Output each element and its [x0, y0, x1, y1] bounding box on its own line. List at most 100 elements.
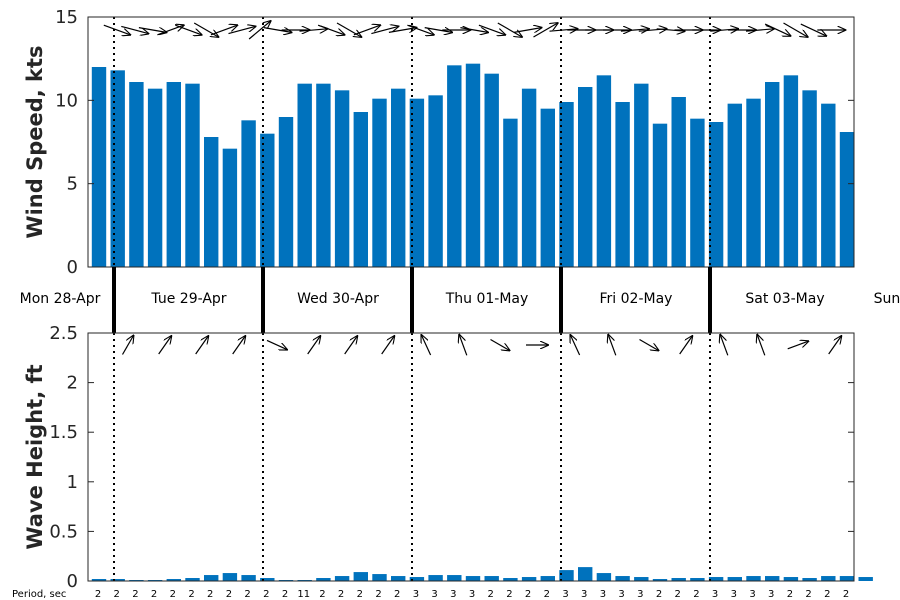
wave-height-bar: [334, 576, 350, 581]
wind-speed-bar: [708, 122, 724, 267]
wind-speed-bar: [540, 108, 555, 267]
wave-direction-arrow: [490, 338, 510, 351]
wave-height-bar: [652, 579, 668, 581]
wave-height-bar: [503, 578, 518, 581]
wave-height-bar: [858, 577, 873, 581]
wave-y-tick-label: 2: [67, 373, 78, 394]
period-value: 3: [712, 589, 718, 600]
wind-y-ticks: 0 5 10 15: [55, 7, 854, 278]
wave-height-bar: [241, 575, 256, 581]
wave-height-bar: [91, 579, 107, 581]
wind-speed-bar: [578, 87, 593, 267]
wind-direction-arrow: [710, 29, 738, 31]
wave-direction-arrow: [608, 335, 617, 356]
period-value: 2: [394, 589, 400, 600]
wave-y-ticks: 0 0.5 1 1.5 2 2.5: [49, 323, 854, 592]
wave-direction-arrow: [232, 336, 246, 355]
wave-height-bar: [353, 572, 368, 581]
wind-direction-arrow: [783, 22, 808, 37]
wind-direction-arrow: [533, 23, 558, 38]
wave-direction-arrow: [381, 336, 395, 355]
wave-height-bar: [428, 575, 443, 581]
wave-direction-arrow: [828, 336, 842, 355]
period-value: 2: [188, 589, 194, 600]
day-label-band: Mon 28-Apr Tue 29-Apr Wed 30-Apr Thu 01-May…: [20, 267, 900, 333]
day-label: Wed 30-Apr: [297, 291, 379, 307]
period-value: 2: [170, 589, 176, 600]
wind-speed-bar: [409, 98, 425, 267]
wave-direction-arrow: [787, 341, 809, 350]
period-value: 11: [297, 589, 310, 600]
wind-speed-bar: [802, 90, 817, 267]
wave-bars: [91, 567, 873, 581]
wind-speed-bar: [783, 75, 799, 267]
wind-speed-bar: [615, 102, 630, 267]
wave-y-tick-label: 1.5: [49, 422, 78, 443]
wave-height-bar: [185, 578, 200, 581]
period-value: 3: [562, 589, 568, 600]
wind-speed-bar: [204, 137, 219, 267]
period-value: 2: [544, 589, 550, 600]
wind-speed-bar: [353, 112, 368, 267]
wind-speed-bar: [671, 97, 686, 267]
wind-speed-bar: [278, 117, 294, 267]
period-value: 2: [132, 589, 138, 600]
wave-height-bar: [802, 578, 817, 581]
wave-height-bar: [727, 577, 742, 581]
wind-direction-arrow: [353, 25, 380, 36]
wind-direction-arrow: [497, 22, 522, 37]
day-label: Sun: [874, 291, 900, 307]
wind-speed-bar: [690, 118, 705, 267]
period-value: 2: [693, 589, 699, 600]
period-value: 2: [656, 589, 662, 600]
wind-speed-bar: [222, 148, 238, 267]
wind-speed-bar: [147, 88, 163, 267]
wind-direction-arrow: [424, 27, 453, 33]
period-value: 2: [263, 589, 269, 600]
period-value: 2: [207, 589, 213, 600]
wind-direction-arrow: [299, 29, 328, 31]
wind-direction-arrow: [460, 27, 488, 33]
wind-direction-arrow: [407, 24, 433, 35]
wave-height-bar: [821, 576, 836, 581]
wave-height-bar: [578, 567, 593, 581]
wave-height-bar: [708, 577, 724, 581]
wave-height-bar: [690, 578, 705, 581]
wind-speed-bar: [297, 83, 312, 267]
wave-height-bar: [391, 576, 406, 581]
wave-height-bar: [465, 576, 481, 581]
period-value: 3: [469, 589, 475, 600]
wave-height-bar: [596, 573, 612, 581]
period-value: 2: [319, 589, 325, 600]
wave-direction-arrow: [158, 336, 172, 355]
period-value: 2: [675, 589, 681, 600]
wave-height-bar: [615, 576, 630, 581]
wind-speed-bar: [316, 83, 331, 267]
period-value: 2: [114, 589, 120, 600]
wind-speed-bar: [447, 65, 462, 267]
wind-speed-panel: 0 5 10 15 Wind Speed, kts: [23, 7, 855, 278]
wave-y-tick-label: 1: [67, 472, 78, 493]
wave-direction-arrow: [344, 336, 358, 355]
wave-direction-arrow: [639, 338, 659, 351]
period-value: 3: [600, 589, 606, 600]
wind-speed-bar: [241, 120, 256, 267]
wind-axes-box: [87, 16, 855, 268]
wind-speed-bar: [746, 98, 761, 267]
wind-direction-arrow: [210, 25, 237, 36]
day-label: Mon 28-Apr: [20, 291, 101, 307]
wind-direction-arrow: [263, 27, 292, 33]
wind-speed-bar: [185, 83, 200, 267]
period-value: 3: [637, 589, 643, 600]
wave-height-bar: [260, 578, 275, 581]
wind-speed-bar: [391, 88, 406, 267]
wave-height-bar: [372, 574, 387, 581]
wind-speed-bar: [129, 82, 144, 267]
period-value: 2: [244, 589, 250, 600]
wind-direction-arrow: [138, 27, 167, 33]
wind-speed-bar: [465, 63, 481, 267]
wind-direction-arrow: [549, 29, 578, 31]
wave-direction-arrow: [266, 339, 287, 349]
wave-height-bar: [634, 577, 649, 581]
